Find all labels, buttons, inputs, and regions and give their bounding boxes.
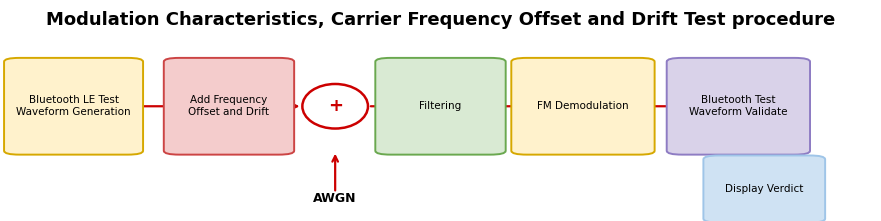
FancyBboxPatch shape bbox=[667, 58, 810, 155]
Text: AWGN: AWGN bbox=[314, 192, 357, 205]
Text: Display Verdict: Display Verdict bbox=[725, 184, 803, 194]
FancyBboxPatch shape bbox=[164, 58, 294, 155]
Text: Modulation Characteristics, Carrier Frequency Offset and Drift Test procedure: Modulation Characteristics, Carrier Freq… bbox=[46, 11, 835, 29]
Text: Bluetooth Test
Waveform Validate: Bluetooth Test Waveform Validate bbox=[689, 95, 788, 117]
Text: Add Frequency
Offset and Drift: Add Frequency Offset and Drift bbox=[189, 95, 270, 117]
Text: Filtering: Filtering bbox=[419, 101, 462, 111]
FancyBboxPatch shape bbox=[511, 58, 655, 155]
FancyBboxPatch shape bbox=[703, 156, 825, 221]
FancyBboxPatch shape bbox=[4, 58, 143, 155]
Text: FM Demodulation: FM Demodulation bbox=[537, 101, 629, 111]
Text: +: + bbox=[328, 97, 343, 115]
FancyBboxPatch shape bbox=[375, 58, 506, 155]
Text: Bluetooth LE Test
Waveform Generation: Bluetooth LE Test Waveform Generation bbox=[16, 95, 131, 117]
Ellipse shape bbox=[302, 84, 368, 129]
